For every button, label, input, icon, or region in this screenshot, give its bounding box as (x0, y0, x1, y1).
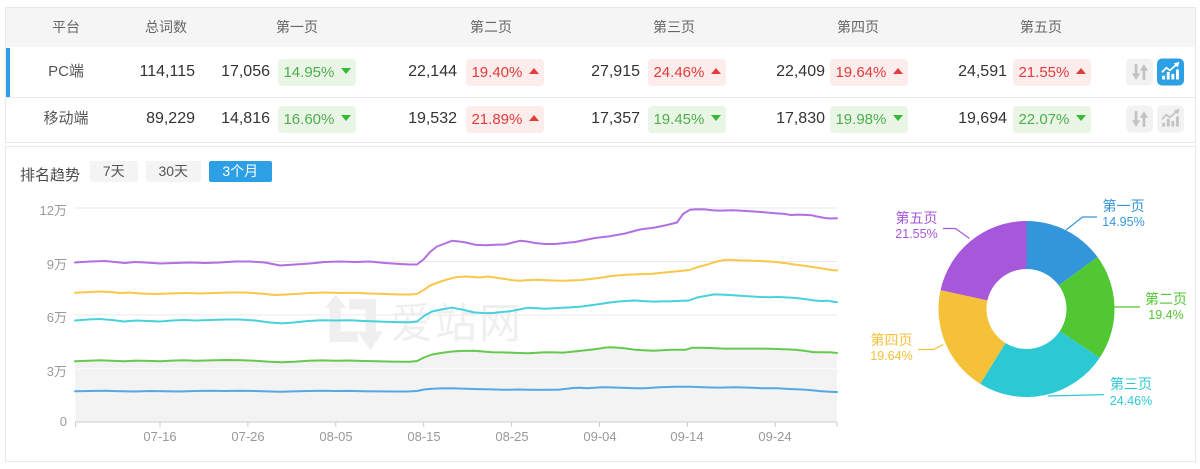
svg-text:爱站网: 爱站网 (391, 300, 523, 347)
